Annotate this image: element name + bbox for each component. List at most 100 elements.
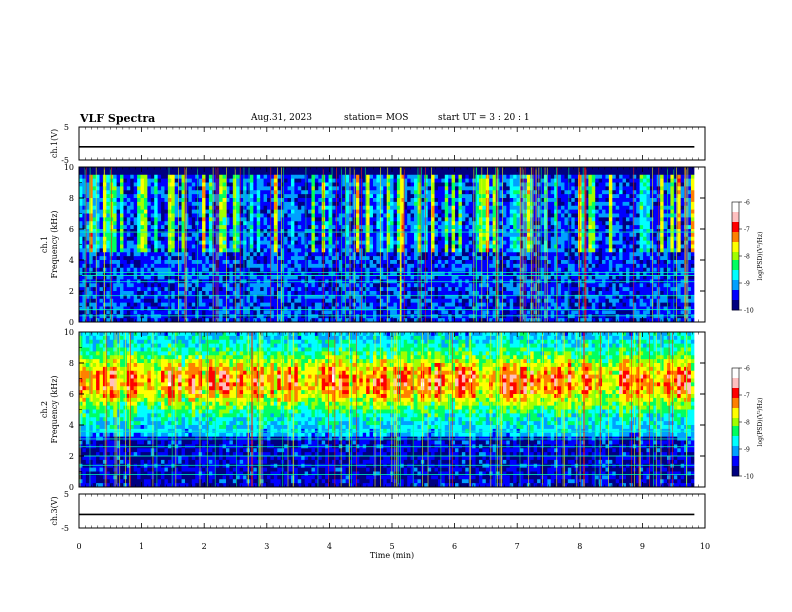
spectrogram-cell [403,310,408,315]
spectrogram-cell [386,198,391,203]
spectrogram-cell [137,217,141,222]
spectrogram-cell [140,182,145,187]
spectrogram-cell [191,260,196,265]
spectrogram-cell [157,318,162,323]
spectrogram-cell [202,186,206,191]
spectrogram-cell [482,170,487,176]
spectrogram-cell [157,244,162,249]
spectrogram-cell [106,318,111,323]
y-tick-label: 5 [64,123,69,132]
spectrogram-cell [366,209,370,214]
spectrogram-cell [294,221,299,226]
spectrogram-cell [414,256,418,261]
spectrogram-cell [256,248,261,253]
spectrogram-cell [328,287,333,292]
spectrogram-cell [249,298,254,304]
spectrogram-cell [79,198,83,203]
spectrogram-cell [256,170,261,176]
spectrogram-cell [249,198,254,203]
spectrogram-cell [256,263,261,269]
spectrogram-cell [403,248,408,253]
spectrogram-cell [355,182,360,187]
spectrogram-cell [338,310,343,315]
spectrogram-cell [325,190,329,195]
spectrogram-cell [85,267,90,273]
spectrogram-cell [260,167,265,172]
spectrogram-cell [140,225,145,230]
spectrogram-cell [331,298,336,304]
spectrogram-cell [287,170,292,176]
spectrogram-cell [123,240,128,245]
spectrogram-cell [147,252,152,257]
spectrogram-cell [273,182,278,187]
spectrogram-cell [249,201,254,207]
spectrogram-cell [205,201,210,207]
spectrogram-cell [232,252,237,257]
spectrogram-cell [195,298,200,304]
spectrogram-cell [171,229,176,234]
spectrogram-cell [431,314,435,319]
spectrogram-cell [373,209,377,214]
spectrogram-cell [130,170,135,176]
spectrogram-cell [219,213,223,218]
spectrogram-cell [267,287,271,292]
spectrogram-cell [458,174,463,180]
spectrogram-cell [249,240,254,245]
spectrogram-cell [205,167,210,172]
spectrogram-cell [376,232,381,238]
spectrogram-cell [284,190,288,195]
spectrogram-cell [400,194,405,199]
spectrogram-cell [167,209,172,214]
spectrogram-cell [82,174,87,180]
spectrogram-cell [120,170,124,176]
spectrogram-cell [188,178,193,183]
spectrogram-cell [431,194,435,199]
spectrogram-cell [420,306,425,311]
spectrogram-cell [444,190,449,195]
spectrogram-cell [236,178,241,183]
spectrogram-cell [249,236,254,242]
spectrogram-cell [325,174,329,180]
spectrogram-cell [465,198,470,203]
spectrogram-cell [239,287,244,292]
spectrogram-cell [396,302,401,307]
spectrogram-cell [294,178,299,183]
spectrogram-cell [243,178,247,183]
spectrogram-cell [123,213,128,218]
spectrogram-cell [239,178,244,183]
spectrogram-cell [311,283,316,288]
spectrogram-cell [273,260,278,265]
spectrogram-cell [246,221,251,226]
spectrogram-cell [434,190,439,195]
spectrogram-cell [396,252,401,257]
spectrogram-cell [379,221,384,226]
spectrogram-cell [441,186,446,191]
spectrogram-cell [376,190,381,195]
spectrogram-cell [461,190,466,195]
spectrogram-cell [92,213,97,218]
spectrogram-cell [321,244,326,249]
spectrogram-cell [475,205,480,211]
spectrogram-cell [164,225,169,230]
spectrogram-cell [188,314,193,319]
spectrogram-cell [475,170,480,176]
spectrogram-cell [376,236,381,242]
spectrogram-cell [208,225,213,230]
spectrogram-cell [79,310,83,315]
spectrogram-cell [420,298,425,304]
spectrogram-cell [85,236,90,242]
spectrogram-cell [143,310,148,315]
spectrogram-cell [400,186,405,191]
spectrogram-cell [126,236,131,242]
spectrogram-cell [147,198,152,203]
spectrogram-cell [113,194,118,199]
spectrogram-cell [263,213,268,218]
spectrogram-cell [414,283,418,288]
spectrogram-cell [441,225,446,230]
spectrogram-cell [253,260,258,265]
spectrogram-cell [167,174,172,180]
spectrogram-cell [448,194,453,199]
spectrogram-cell [174,248,179,253]
spectrogram-cell [116,260,121,265]
spectrogram-cell [236,263,241,269]
